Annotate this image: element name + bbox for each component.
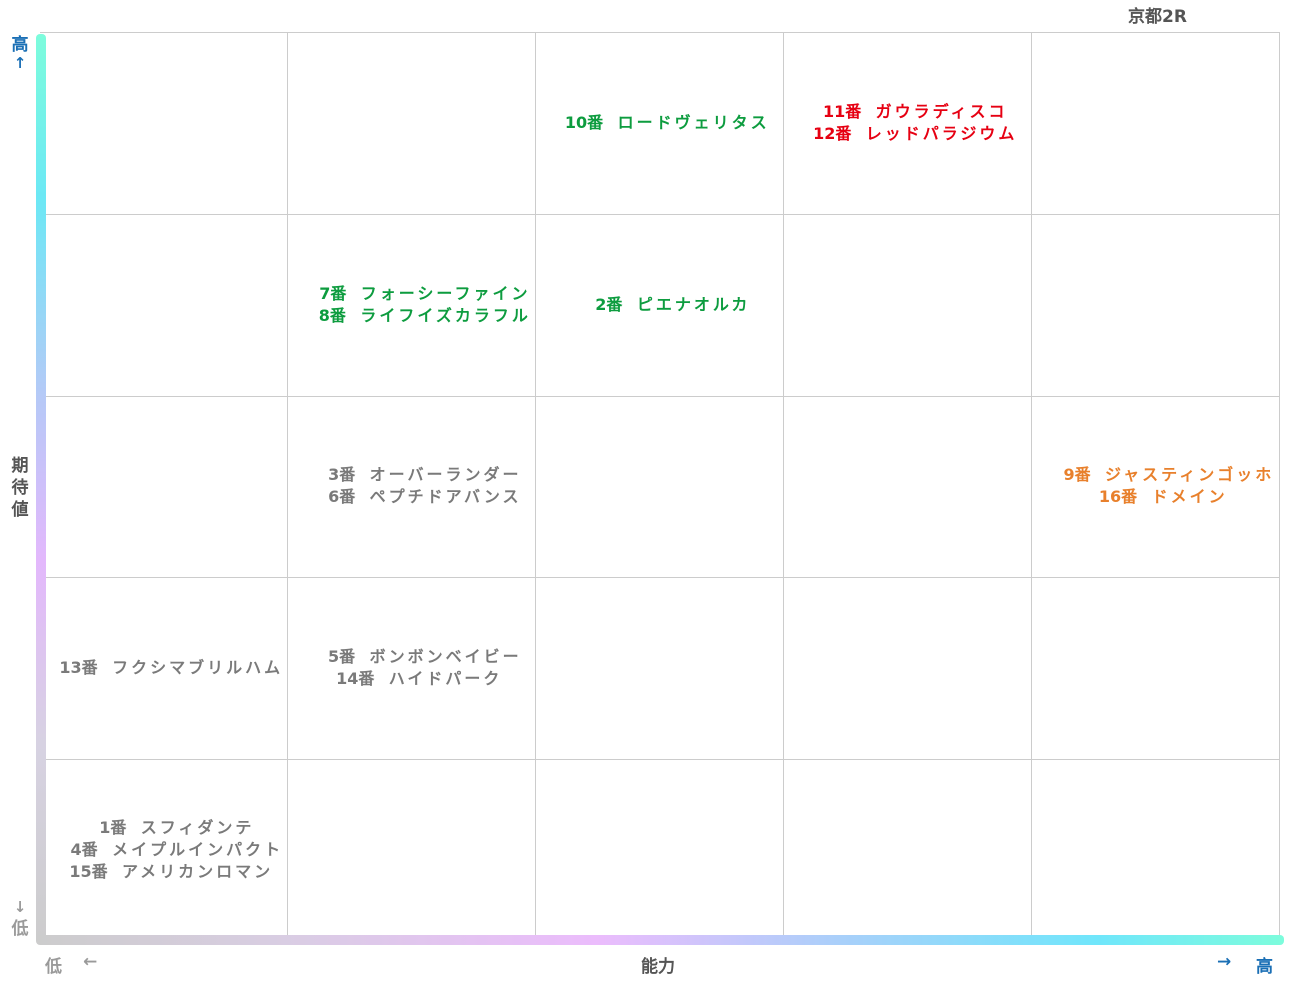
horse-number: 11番 <box>822 101 862 121</box>
grid-cell <box>40 759 288 941</box>
horse-name: ペプチドアバンス <box>369 487 522 507</box>
horse-entry: 10番 ロードヴェリタス <box>550 112 769 134</box>
horse-entry: 16番 ドメイン <box>1084 486 1227 508</box>
horse-name: メイプルインパクト <box>112 840 284 860</box>
cell-entries: 10番 ロードヴェリタス <box>536 32 784 214</box>
grid-cell <box>1032 759 1280 941</box>
cell-entries: 1番 スフィダンテ 4番 メイプルインパクト 15番 アメリカンロマン <box>40 759 288 941</box>
horse-name: オーバーランダー <box>369 465 522 485</box>
horse-number: 10番 <box>564 112 604 132</box>
grid-cell <box>288 213 536 396</box>
x-axis-label: 能力 <box>641 957 675 977</box>
grid-cell <box>288 395 536 578</box>
cell-entries: 13番 フクシマブリルハム <box>40 577 288 759</box>
horse-number: 12番 <box>813 123 852 143</box>
grid-cell <box>40 577 288 760</box>
horse-number: 15番 <box>69 862 108 882</box>
cell-entries: 5番 ボンボンベイビー 14番 ハイドパーク <box>288 577 536 759</box>
horse-entry: 7番 フォーシーファイン <box>294 283 531 305</box>
cell-entries: 7番 フォーシーファイン 8番 ライフイズカラフル <box>288 214 536 396</box>
grid-cell <box>536 32 784 214</box>
horse-number: 2番 <box>595 294 623 314</box>
grid-cell <box>784 577 1032 760</box>
horse-number: 8番 <box>318 305 346 325</box>
grid-cell <box>288 32 536 214</box>
horse-number: 13番 <box>59 658 98 678</box>
y-axis-low-arrow: ↓ <box>13 898 27 916</box>
chart-grid: 10番 ロードヴェリタス 11番 ガウラディスコ 12番 レッドパラジウム 7番 フォーシーフ… <box>40 32 1280 941</box>
horse-entry: 2番 ピエナオルカ <box>570 294 751 316</box>
horse-name: レッドパラジウム <box>865 123 1018 143</box>
horse-entry: 1番 スフィダンテ <box>74 817 255 839</box>
horse-entry: 13番 フクシマブリルハム <box>45 657 283 679</box>
horse-number: 3番 <box>328 465 356 485</box>
cell-entries: 3番 オーバーランダー 6番 ペプチドアバンス <box>288 396 536 578</box>
horse-number: 14番 <box>336 669 375 689</box>
horse-name: ライフイズカラフル <box>360 305 531 325</box>
grid-cell <box>784 213 1032 396</box>
y-axis-label-3: 値 <box>11 500 29 520</box>
horse-number: 1番 <box>99 818 127 838</box>
y-axis-high-label: 高 <box>11 35 29 55</box>
cell-entries: 9番 ジャスティンゴッホ 16番 ドメイン <box>1032 396 1280 578</box>
horse-name: ロードヴェリタス <box>617 112 770 132</box>
horse-entry: 8番 ライフイズカラフル <box>293 305 531 327</box>
x-axis-high-arrow: → <box>1217 952 1232 972</box>
x-axis-low-label: 低 <box>45 957 62 977</box>
x-axis-low-arrow: ← <box>83 952 98 972</box>
grid-cell <box>40 213 288 396</box>
grid-cell <box>288 759 536 941</box>
horse-entry: 9番 ジャスティンゴッホ <box>1038 464 1274 486</box>
grid-cell <box>1032 577 1280 760</box>
grid-cell <box>536 213 784 396</box>
horse-name: フクシマブリルハム <box>112 658 284 678</box>
y-axis-label-2: 待 <box>11 478 29 498</box>
cell-entries: 11番 ガウラディスコ 12番 レッドパラジウム <box>784 32 1032 214</box>
horse-number: 6番 <box>328 487 356 507</box>
horse-name: ドメイン <box>1151 487 1228 507</box>
horse-entry: 11番 ガウラディスコ <box>808 101 1007 123</box>
horse-name: ガウラディスコ <box>875 101 1008 121</box>
grid-cell <box>288 577 536 760</box>
grid-cell <box>40 32 288 214</box>
grid-cell <box>1032 32 1280 214</box>
horse-name: フォーシーファイン <box>360 283 531 303</box>
horse-entry: 3番 オーバーランダー <box>302 464 521 486</box>
horse-number: 9番 <box>1063 465 1091 485</box>
horse-entry: 5番 ボンボンベイビー <box>302 646 521 668</box>
grid-cell <box>784 395 1032 578</box>
grid-cell <box>1032 395 1280 578</box>
horse-number: 5番 <box>328 647 356 667</box>
grid-cell <box>1032 213 1280 396</box>
horse-name: ジャスティンゴッホ <box>1104 465 1275 485</box>
horse-entry: 12番 レッドパラジウム <box>799 123 1018 145</box>
chart-title: 京都2R <box>1128 7 1187 27</box>
grid-cell <box>536 577 784 760</box>
horse-number: 4番 <box>70 840 98 860</box>
horse-name: アメリカンロマン <box>121 862 274 882</box>
horse-name: ピエナオルカ <box>636 294 751 314</box>
horse-number: 7番 <box>319 283 347 303</box>
horse-name: ボンボンベイビー <box>369 647 522 667</box>
grid-cell <box>536 395 784 578</box>
horse-entry: 6番 ペプチドアバンス <box>302 486 521 508</box>
horse-entry: 14番 ハイドパーク <box>322 668 503 690</box>
horse-name: スフィダンテ <box>140 818 255 838</box>
x-axis-bar <box>36 935 1284 945</box>
horse-number: 16番 <box>1098 487 1138 507</box>
x-axis-high-label: 高 <box>1256 957 1273 977</box>
horse-name: ハイドパーク <box>388 669 503 689</box>
y-axis-high-arrow: ↑ <box>13 54 27 72</box>
grid-cell <box>40 395 288 578</box>
grid-cell <box>536 759 784 941</box>
cell-entries: 2番 ピエナオルカ <box>536 214 784 396</box>
grid-cell <box>784 759 1032 941</box>
y-axis-bar <box>36 34 46 944</box>
horse-entry: 15番 アメリカンロマン <box>55 861 273 883</box>
y-axis-label-1: 期 <box>11 456 29 476</box>
horse-entry: 4番 メイプルインパクト <box>45 839 283 861</box>
grid-cell <box>784 32 1032 214</box>
y-axis-low-label: 低 <box>11 919 29 939</box>
